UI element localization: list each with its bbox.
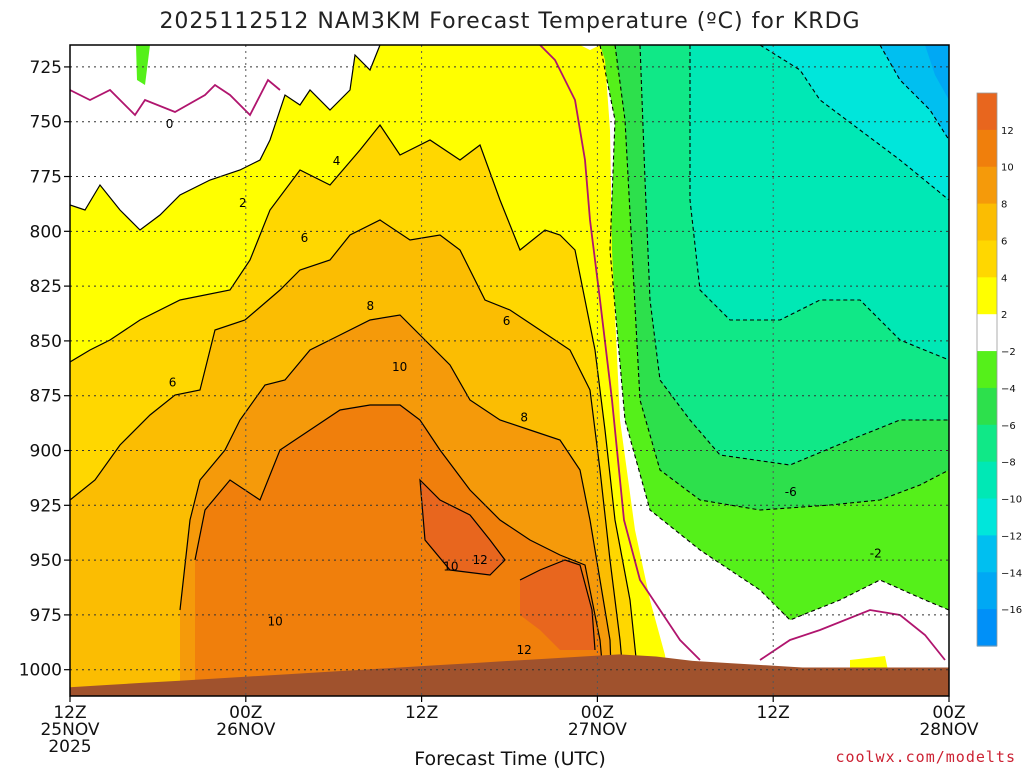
x-tick-label: 2025 [48,737,91,757]
contour-minus6 [639,45,949,466]
contour-plus12 [419,478,596,651]
x-tick-label: 28NOV [919,720,978,740]
contour-plus8 [179,314,613,696]
region-12-plus [420,480,595,650]
colorbar-label: 8 [1001,200,1007,211]
y-tick-label: 1000 [19,661,62,681]
contour-zero [70,45,946,661]
colorbar-swatch [977,240,997,278]
contour-plus4 [70,123,641,696]
x-tick-label: 12Z [405,703,438,723]
contour-labels: 0 2 4 6 6 6 8 8 10 10 10 12 12 -6 -2 [166,117,882,657]
colorbar-label: −2 [1001,347,1016,358]
x-tick-label: 25NOV [40,720,99,740]
contour-label: 10 [392,360,407,374]
y-tick-label: 800 [30,222,62,242]
contour-label: 6 [169,376,177,390]
colorbar-swatch [977,498,997,536]
y-tick-label: 775 [30,168,62,188]
ground-surface [70,654,949,696]
y-tick-label: 900 [30,442,62,462]
colorbar-swatch [977,609,997,647]
gridlines [70,45,949,696]
x-axis-title: Forecast Time (UTC) [414,748,605,768]
contour-label: 2 [239,196,247,210]
contour-label: -2 [870,547,882,561]
contour-lines [70,45,949,696]
colorbar-label: −10 [1001,495,1022,506]
contour-plus10 [194,404,606,696]
contour-label: 12 [473,553,488,567]
colorbar-label: 2 [1001,310,1007,321]
colorbar-swatch [977,277,997,315]
y-tick-label: 875 [30,387,62,407]
contour-minus8 [689,45,949,361]
x-tick-label: 00Z [229,703,262,723]
colorbar-swatch [977,461,997,500]
colorbar-swatch [977,387,997,426]
x-tick-label: 00Z [932,703,965,723]
contour-label: -6 [785,485,797,499]
colorbar-label: −8 [1001,458,1016,469]
contour-label: 12 [517,643,532,657]
colorbar-swatch [977,351,997,389]
y-tick-label: 975 [30,606,62,626]
contour-plus2 [70,45,381,231]
contour-label: 10 [267,614,282,628]
y-tick-label: 850 [30,332,62,352]
x-tick-label: 12Z [757,703,790,723]
contour-label: 4 [333,154,341,168]
colorbar-swatch [977,93,997,131]
y-tick-label: 950 [30,551,62,571]
colorbar-label: −4 [1001,384,1016,395]
plot-frame [69,44,950,697]
colorbar: 12 10 8 6 4 2 −2 −4 −6 −8 −10 −12 −14 −16 [976,92,1022,647]
contour-label: 0 [166,117,174,131]
colorbar-swatch [977,424,997,463]
y-tick-label: 750 [30,113,62,133]
colorbar-swatch [977,129,997,168]
colorbar-label: −16 [1001,605,1022,616]
x-tick-label: 27NOV [568,720,627,740]
colorbar-label: −14 [1001,568,1022,579]
colorbar-label: 12 [1001,126,1014,137]
credit-text: coolwx.com/modelts [835,748,1016,766]
contour-label: 8 [520,411,528,425]
region-minus14-minus16 [925,45,949,100]
x-tick-label: 12Z [53,703,86,723]
contour-label: 6 [503,314,511,328]
contour-minus2 [599,45,949,621]
contour-label: 6 [301,231,309,245]
contour-label: 10 [443,560,458,574]
colorbar-swatch [977,166,997,205]
y-tick-label: 725 [30,58,62,78]
region-minus12-minus14 [880,45,949,140]
colorbar-swatch [977,203,997,242]
colorbar-swatch [977,314,997,352]
colorbar-label: −6 [1001,421,1016,432]
x-tick-label: 26NOV [216,720,275,740]
contour-minus4 [614,45,949,511]
contour-minus10 [759,45,949,201]
contour-minus12 [879,45,949,141]
colorbar-swatch [977,572,997,610]
y-tick-label: 825 [30,277,62,297]
colorbar-swatch [977,535,997,573]
colorbar-label: −12 [1001,531,1022,542]
colorbar-label: 6 [1001,236,1007,247]
y-axis: 725 750 775 800 825 850 875 900 925 950 975 1000 [19,58,70,681]
chart-title: 2025112512 NAM3KM Forecast Temperature (… [159,9,860,34]
temperature-fill [70,45,949,696]
contour-plus6 [70,219,626,696]
colorbar-frame [976,92,998,647]
colorbar-label: 10 [1001,163,1014,174]
region-10-12 [195,405,605,696]
x-tick-label: 00Z [581,703,614,723]
contour-label: 8 [367,299,375,313]
colorbar-label: 4 [1001,273,1007,284]
y-tick-label: 925 [30,496,62,516]
